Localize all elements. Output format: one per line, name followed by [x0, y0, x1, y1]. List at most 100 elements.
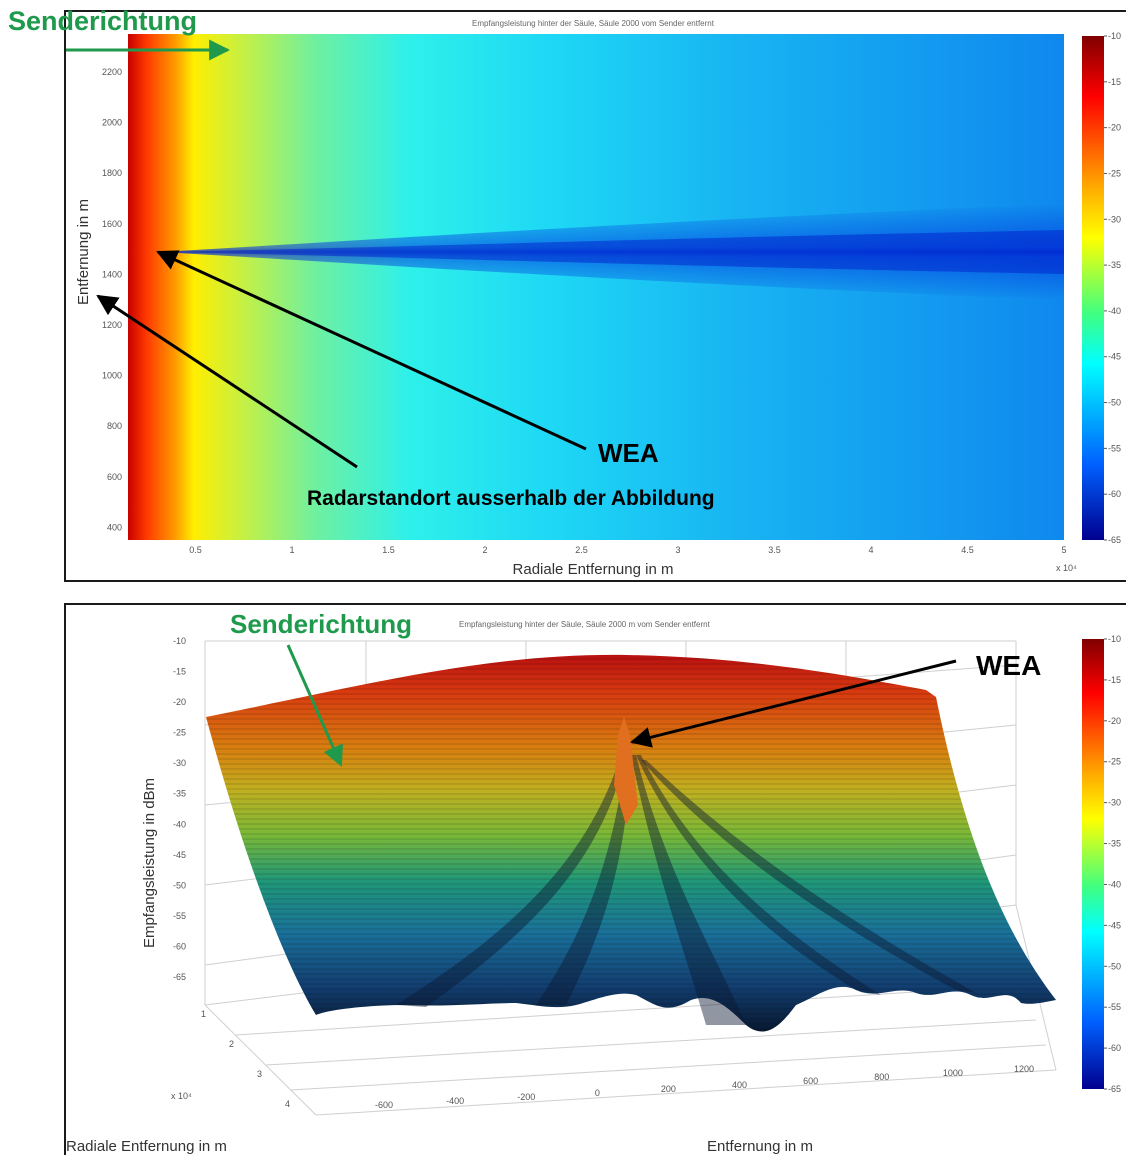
surface-y-axis-label: Radiale Entfernung in m: [66, 1138, 227, 1155]
bottom-chart-panel: Empfangsleistung hinter der Säule, Säule…: [64, 603, 1126, 1155]
surface-z-tick-label: -40: [173, 819, 186, 829]
surface-title: Empfangsleistung hinter der Säule, Säule…: [459, 620, 711, 629]
heatmap-title: Empfangsleistung hinter der Säule, Säule…: [472, 19, 715, 28]
heatmap-y-tick-label: 1200: [102, 320, 122, 330]
surface-x-tick-label: 0: [595, 1088, 600, 1098]
heatmap-shadow-core: [161, 230, 1064, 274]
surface-x-tick-label: 200: [661, 1084, 676, 1094]
surface-shadow-fan: [396, 755, 976, 1025]
surface-colorbar-tick-label: -15: [1108, 675, 1121, 685]
heatmap-y-tick-label: 2000: [102, 118, 122, 128]
surface-x-tick-label: 1200: [1014, 1064, 1034, 1074]
surface-z-tick-label: -65: [173, 972, 186, 982]
surface-z-tick-label: -30: [173, 758, 186, 768]
surface-colorbar-tick-label: -20: [1108, 716, 1121, 726]
heatmap-y-ticks: 400 600 800 1000 1200 1400 1600 1800 2000 2200: [102, 67, 122, 532]
heatmap-y-tick-label: 2200: [102, 67, 122, 77]
heatmap-y-tick-label: 800: [107, 421, 122, 431]
surface-colorbar-tick-label: -35: [1108, 839, 1121, 849]
heatmap-x-tick-label: 3: [676, 545, 681, 555]
surface-y-exponent: x 10⁴: [171, 1091, 192, 1101]
heatmap-colorbar-tick-label: -15: [1108, 77, 1121, 87]
surface-z-tick-label: -55: [173, 911, 186, 921]
surface-colorbar: [1082, 639, 1104, 1089]
heatmap-colorbar-tick-label: -10: [1108, 31, 1121, 41]
surface-y-tick-label: 3: [257, 1069, 262, 1079]
surface-z-tick-label: -15: [173, 667, 186, 677]
surface-z-axis-label: Empfangsleistung in dBm: [141, 778, 158, 948]
heatmap-colorbar-ticks: -10 -15 -20 -25 -30 -35 -40 -45 -50 -55 -60 -65: [1104, 31, 1121, 545]
heatmap-x-tick-label: 0.5: [189, 545, 202, 555]
top-radar-arrow: [96, 294, 358, 469]
surface-z-tick-label: -50: [173, 880, 186, 890]
heatmap-y-tick-label: 1600: [102, 219, 122, 229]
heatmap-colorbar-tick-label: -50: [1108, 398, 1121, 408]
surface-x-tick-label: 400: [732, 1080, 747, 1090]
heatmap-y-tick-label: 1800: [102, 168, 122, 178]
bottom-sender-arrow: [286, 644, 343, 767]
heatmap-x-tick-label: 4: [869, 545, 874, 555]
surface-y-ticks: 1 2 3 4: [201, 1009, 290, 1109]
bottom-sender-label: Senderichtung: [230, 609, 412, 639]
top-wea-label: WEA: [598, 438, 659, 468]
surface-colorbar-tick-label: -10: [1108, 634, 1121, 644]
surface-z-tick-label: -35: [173, 789, 186, 799]
surface-z-tick-label: -25: [173, 728, 186, 738]
heatmap-chart: Empfangsleistung hinter der Säule, Säule…: [22, 19, 1121, 578]
bottom-wea-arrow: [629, 659, 957, 748]
surface-z-tick-label: -20: [173, 697, 186, 707]
surface-colorbar-tick-label: -65: [1108, 1084, 1121, 1094]
heatmap-y-axis-label: Entfernung in m: [75, 199, 92, 305]
heatmap-colorbar-tick-label: -25: [1108, 168, 1121, 178]
surface-y-tick-label: 2: [229, 1039, 234, 1049]
heatmap-colorbar-tick-label: -55: [1108, 443, 1121, 453]
surface-x-axis-label: Entfernung in m: [707, 1138, 813, 1155]
heatmap-x-ticks: 0.5 1 1.5 2 2.5 3 3.5 4 4.5 5: [189, 545, 1066, 555]
heatmap-x-exponent: x 10⁴: [1056, 563, 1077, 573]
heatmap-colorbar-tick-label: -60: [1108, 489, 1121, 499]
surface-z-ticks: -10 -15 -20 -25 -30 -35 -40 -45 -50 -55 -60 -65: [173, 636, 186, 982]
heatmap-x-axis-label: Radiale Entfernung in m: [513, 561, 674, 578]
top-sender-label: Senderichtung: [8, 6, 197, 37]
surface-x-ticks: -600 -400 -200 0 200 400 600 800 1000 1200: [375, 1064, 1034, 1110]
surface-y-tick-label: 1: [201, 1009, 206, 1019]
heatmap-y-tick-label: 600: [107, 472, 122, 482]
surface-x-tick-label: -600: [375, 1100, 393, 1110]
heatmap-x-tick-label: 1.5: [382, 545, 395, 555]
surface-colorbar-ticks: -10 -15 -20 -25 -30 -35 -40 -45 -50 -55 -60 -65: [1104, 634, 1121, 1094]
surface-x-tick-label: -400: [446, 1096, 464, 1106]
heatmap-colorbar-tick-label: -20: [1108, 123, 1121, 133]
heatmap-colorbar: [1082, 36, 1104, 540]
heatmap-colorbar-tick-label: -30: [1108, 214, 1121, 224]
heatmap-x-tick-label: 1: [290, 545, 295, 555]
heatmap-colorbar-tick-label: -45: [1108, 352, 1121, 362]
surface-z-tick-label: -10: [173, 636, 186, 646]
heatmap-y-tick-label: 1400: [102, 269, 122, 279]
surface-colorbar-tick-label: -50: [1108, 961, 1121, 971]
heatmap-x-tick-label: 4.5: [961, 545, 974, 555]
bottom-wea-label: WEA: [976, 650, 1041, 681]
heatmap-y-tick-label: 400: [107, 522, 122, 532]
top-wea-arrow: [156, 250, 587, 451]
top-radar-label: Radarstandort ausserhalb der Abbildung: [307, 487, 715, 510]
surface-mesh-lines: [206, 654, 1056, 1032]
surface-x-tick-label: 800: [874, 1072, 889, 1082]
heatmap-y-tick-label: 1000: [102, 371, 122, 381]
surface-x-tick-label: 600: [803, 1076, 818, 1086]
surface-colorbar-tick-label: -30: [1108, 798, 1121, 808]
top-chart-panel: Empfangsleistung hinter der Säule, Säule…: [22, 10, 1126, 582]
heatmap-x-tick-label: 2.5: [575, 545, 588, 555]
heatmap-x-tick-label: 5: [1061, 545, 1066, 555]
heatmap-colorbar-tick-label: -40: [1108, 306, 1121, 316]
surface-colorbar-tick-label: -40: [1108, 879, 1121, 889]
heatmap-colorbar-tick-label: -65: [1108, 535, 1121, 545]
heatmap-x-tick-label: 2: [483, 545, 488, 555]
heatmap-colorbar-tick-label: -35: [1108, 260, 1121, 270]
heatmap-x-tick-label: 3.5: [768, 545, 781, 555]
surface-colorbar-tick-label: -55: [1108, 1002, 1121, 1012]
top-sender-text: Senderichtung: [8, 6, 198, 36]
surface-colorbar-tick-label: -60: [1108, 1043, 1121, 1053]
surface-z-tick-label: -60: [173, 941, 186, 951]
surface-chart: Empfangsleistung hinter der Säule, Säule…: [66, 609, 1121, 1155]
surface-colorbar-tick-label: -45: [1108, 920, 1121, 930]
